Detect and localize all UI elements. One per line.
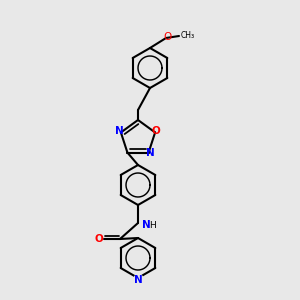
Text: CH₃: CH₃	[181, 32, 195, 40]
Text: N: N	[142, 220, 150, 230]
Text: H: H	[150, 220, 156, 230]
Text: O: O	[152, 126, 161, 136]
Text: O: O	[94, 234, 103, 244]
Text: N: N	[115, 126, 123, 136]
Text: O: O	[163, 32, 171, 42]
Text: N: N	[134, 275, 142, 285]
Text: N: N	[146, 148, 155, 158]
